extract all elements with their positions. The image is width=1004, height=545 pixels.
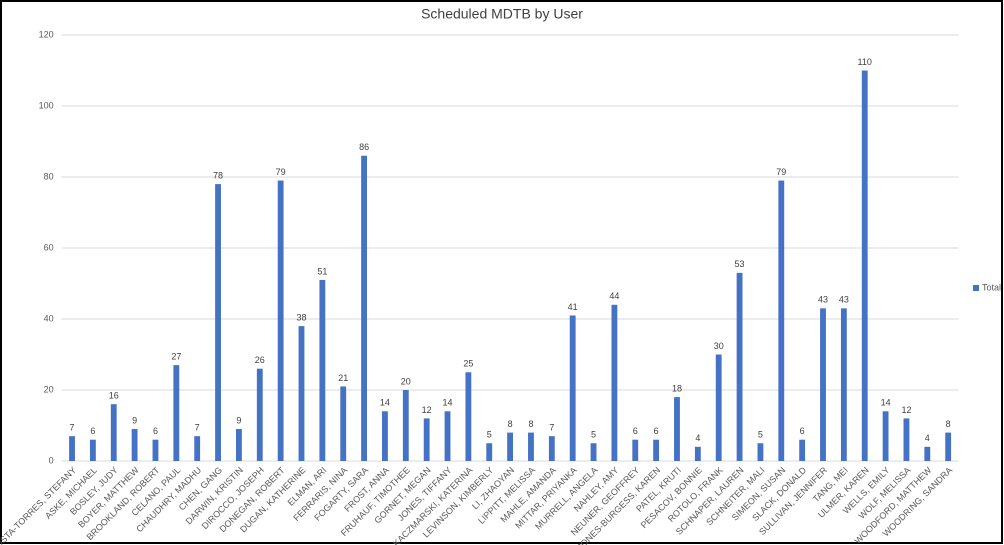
bar: [465, 372, 472, 461]
data-label: 12: [901, 405, 911, 415]
data-label: 4: [695, 433, 700, 443]
data-label: 44: [609, 291, 619, 301]
bar: [569, 315, 576, 461]
data-label: 18: [672, 383, 682, 393]
data-label: 79: [776, 167, 786, 177]
y-tick-label: 80: [44, 171, 54, 181]
data-label: 86: [359, 142, 369, 152]
bar: [653, 439, 660, 461]
bar: [423, 418, 430, 461]
bar: [361, 155, 367, 461]
bar: [89, 439, 96, 461]
bar: [528, 432, 534, 461]
chart-title: Scheduled MDTB by User: [421, 6, 583, 22]
data-label: 38: [296, 312, 306, 322]
data-label: 27: [171, 352, 181, 362]
bar: [382, 411, 388, 461]
y-tick-label: 60: [44, 242, 54, 252]
data-label: 7: [549, 423, 554, 433]
data-label: 14: [443, 398, 453, 408]
bar: [757, 443, 764, 461]
bar: [840, 308, 847, 461]
bar: [194, 436, 201, 461]
legend-swatch: [973, 285, 979, 291]
data-label: 51: [317, 266, 327, 276]
bar: [507, 432, 514, 461]
data-label: 16: [109, 391, 119, 401]
bar: [674, 397, 680, 461]
data-label: 110: [858, 57, 872, 67]
bar: [799, 439, 806, 461]
bar: [611, 304, 618, 461]
bar: [235, 429, 242, 461]
bar: [110, 404, 117, 461]
data-label: 78: [213, 170, 223, 180]
bar: [256, 368, 263, 461]
data-label: 14: [881, 398, 891, 408]
data-label: 12: [422, 405, 432, 415]
data-label: 6: [153, 426, 158, 436]
bar: [590, 443, 597, 461]
data-label: 6: [633, 426, 638, 436]
bar: [319, 279, 326, 461]
data-label: 79: [276, 167, 286, 177]
data-label: 25: [463, 359, 473, 369]
data-label: 8: [528, 419, 533, 429]
y-tick-label: 20: [44, 384, 54, 394]
y-tick-label: 0: [49, 455, 54, 465]
data-label: 6: [800, 426, 805, 436]
bar: [882, 411, 889, 461]
data-label: 5: [487, 430, 492, 440]
data-label: 53: [735, 259, 745, 269]
bar: [69, 436, 75, 461]
bar: [778, 180, 785, 462]
data-label: 20: [401, 376, 411, 386]
data-label: 7: [195, 423, 200, 433]
bar: [632, 439, 639, 461]
data-label: 9: [132, 415, 137, 425]
bar: [444, 411, 451, 461]
bar: [715, 354, 722, 461]
y-tick-label: 120: [39, 29, 54, 39]
data-label: 26: [255, 355, 265, 365]
bar: [548, 436, 555, 461]
data-label: 8: [946, 419, 951, 429]
bar: [131, 429, 138, 461]
data-label: 7: [70, 423, 75, 433]
data-label: 6: [90, 426, 95, 436]
data-label: 41: [568, 302, 578, 312]
bar: [277, 180, 284, 462]
data-label: 6: [654, 426, 659, 436]
data-label: 5: [591, 430, 596, 440]
data-label: 43: [818, 295, 828, 305]
data-label: 9: [236, 415, 241, 425]
bar: [903, 418, 910, 461]
bar: [152, 439, 159, 461]
data-label: 14: [380, 398, 390, 408]
bar: [945, 432, 952, 461]
y-tick-label: 100: [39, 100, 54, 110]
bar: [298, 326, 305, 461]
bar: [402, 390, 409, 461]
data-label: 8: [508, 419, 513, 429]
bar: [820, 308, 826, 461]
y-tick-label: 40: [44, 313, 54, 323]
data-label: 43: [839, 295, 849, 305]
data-label: 5: [758, 430, 763, 440]
bar: [340, 386, 347, 461]
legend-label: Total: [982, 282, 1001, 292]
bar: [173, 365, 180, 461]
bar: [924, 446, 931, 461]
bar: [861, 70, 868, 461]
data-label: 30: [714, 341, 724, 351]
bar: [215, 184, 221, 461]
bar: [736, 272, 743, 461]
bar: [694, 446, 701, 461]
data-label: 4: [925, 433, 930, 443]
data-label: 21: [338, 373, 348, 383]
bar: [486, 443, 493, 461]
